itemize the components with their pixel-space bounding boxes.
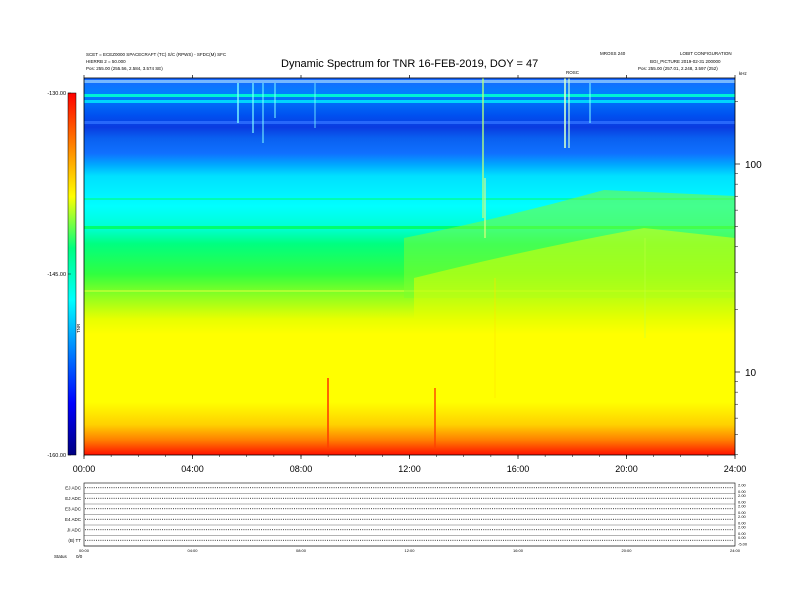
x-tick-label: 04:00 (181, 464, 204, 474)
spectrum-streak (589, 83, 591, 123)
spectrum-streak (252, 83, 254, 133)
housekeeping-row-label: E4 ADC (65, 517, 82, 522)
housekeeping-scale-bottom: 0.00 (738, 521, 747, 526)
housekeeping-scale-bottom: 0.00 (738, 489, 747, 494)
spectrum-streak (644, 238, 646, 338)
lower-x-tick-label: 00:00 (79, 548, 90, 553)
x-tick-label: 08:00 (290, 464, 313, 474)
lower-x-tick-label: 12:00 (404, 548, 415, 553)
spectrum-emission-region (414, 228, 735, 318)
housekeeping-scale-top: 2.00 (738, 493, 747, 498)
colorbar-tick-label: -130.00 (47, 91, 66, 97)
housekeeping-scale-bottom: 0.00 (738, 531, 747, 536)
housekeeping-scale-bottom: 0.00 (738, 510, 747, 515)
spectrum-band (84, 226, 735, 229)
spectrum-streak (237, 83, 239, 123)
status-label: Status (54, 554, 68, 559)
header-info-left-2: HIERRB 2 = 50.000 (86, 59, 126, 64)
status-value: 0/0 (76, 554, 83, 559)
header-info-left-1: SCET = ECEZ0000 SPACECRAFT (TC) S/C (RPW… (86, 52, 227, 57)
spectrum-streak (568, 78, 570, 148)
housekeeping-row-label: E3 ADC (65, 506, 82, 511)
header-info-right-3: Pos: 255.00 (257.01, 2.248, 3.597 (252) (638, 66, 718, 71)
x-tick-label: 12:00 (398, 464, 421, 474)
housekeeping-scale-top: 2.00 (738, 525, 747, 530)
housekeeping-scale-top: 0.00 (738, 535, 747, 540)
spectrum-streak (434, 388, 436, 448)
spectrum-streak (494, 278, 496, 398)
colorbar-tick-label: -145.00 (47, 272, 66, 278)
housekeeping-row-label: (B) TT (68, 538, 81, 543)
housekeeping-row-label: EJ ADC (65, 485, 82, 490)
spectrum-streak (484, 178, 486, 238)
housekeeping-row-label: JI ADC (67, 527, 82, 532)
spectrum-streak (274, 83, 276, 118)
chart-title: Dynamic Spectrum for TNR 16-FEB-2019, DO… (281, 58, 539, 70)
header-info-right-col1: MROSS 240 (600, 51, 626, 56)
spectrum-band (84, 100, 735, 103)
header-info-right-col2: LOBIT CONFIGURATION (680, 51, 732, 56)
y-axis-unit-label: kHz (739, 71, 747, 76)
housekeeping-scale-bottom: -5.00 (738, 542, 748, 547)
housekeeping-scale-top: 2.00 (738, 504, 747, 509)
spectrum-band (84, 80, 735, 83)
housekeeping-scale-bottom: 0.00 (738, 500, 747, 505)
spectrum-streak (482, 78, 484, 218)
lower-x-tick-label: 20:00 (621, 548, 632, 553)
header-info-right-2: BGI_PICTURE 2019-02-31 200000 (650, 59, 721, 64)
spectrum-streak (314, 83, 316, 128)
housekeeping-scale-top: 2.00 (738, 514, 747, 519)
spectrum-band (84, 94, 735, 97)
lower-x-tick-label: 24:00 (730, 548, 741, 553)
spectrum-band (84, 121, 735, 124)
housekeeping-scale-top: 2.00 (738, 483, 747, 488)
x-tick-label: 16:00 (507, 464, 530, 474)
housekeeping-row-label: EJ ADC (65, 496, 82, 501)
event-marker-label: ROSC (566, 70, 580, 75)
lower-x-tick-label: 08:00 (296, 548, 307, 553)
x-tick-label: 00:00 (73, 464, 96, 474)
spectrum-band (84, 198, 735, 200)
y-tick-label: 100 (745, 160, 762, 171)
spectrum-streak (262, 83, 264, 143)
x-tick-label: 20:00 (615, 464, 638, 474)
lower-x-tick-label: 16:00 (513, 548, 524, 553)
spectrum-streak (564, 78, 566, 148)
x-tick-label: 24:00 (724, 464, 747, 474)
colorbar-label: TNR (76, 323, 81, 333)
colorbar-tick-label: -160.00 (47, 453, 66, 459)
lower-x-tick-label: 04:00 (187, 548, 198, 553)
y-tick-label: 10 (745, 368, 757, 379)
header-info-left-3: Pos: 255.00 (255.56, 2.584, 3.574 SE) (86, 66, 163, 71)
spectrum-streak (327, 378, 329, 448)
